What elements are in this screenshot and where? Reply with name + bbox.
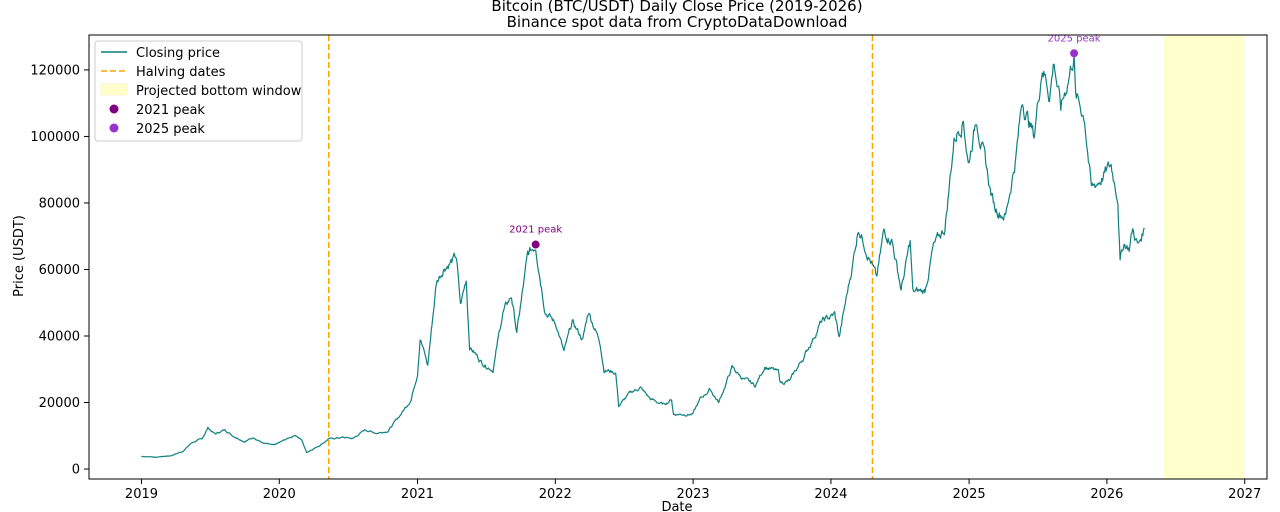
chart-title: Bitcoin (BTC/USDT) Daily Close Price (20… (491, 0, 862, 15)
legend-2021-peak-swatch (109, 104, 119, 114)
plot-area: 2021 peak 2025 peak 2019 2020 2021 2022 2023 20… (30, 33, 1268, 502)
x-tick-label-2019: 2019 (125, 487, 158, 502)
x-tick-label-2021: 2021 (401, 487, 434, 502)
legend-2025-peak-label: 2025 peak (136, 122, 205, 137)
x-tick-label-2027: 2027 (1228, 487, 1261, 502)
y-tick-label-40000: 40000 (39, 329, 80, 344)
x-tick-label-2025: 2025 (953, 487, 986, 502)
y-tick-label-80000: 80000 (39, 196, 80, 211)
x-tick-label-2023: 2023 (677, 487, 710, 502)
y-tick-label-120000: 120000 (30, 63, 80, 78)
peak-annotation-2: 2025 peak (1048, 33, 1101, 44)
x-tick-label-2020: 2020 (263, 487, 296, 502)
peak-marker-1 (531, 240, 540, 249)
legend-halving-label: Halving dates (136, 65, 226, 80)
y-tick-label-20000: 20000 (39, 396, 80, 411)
y-tick-label-100000: 100000 (30, 130, 80, 145)
y-tick-label-60000: 60000 (39, 263, 80, 278)
peak-marker-2 (1070, 49, 1079, 58)
legend-closing-price-label: Closing price (136, 46, 220, 61)
chart-subtitle: Binance spot data from CryptoDataDownloa… (507, 13, 848, 31)
projected-bottom-window-band (1163, 35, 1245, 479)
axes-frame (88, 34, 1268, 480)
x-tick-label-2024: 2024 (814, 487, 847, 502)
x-tick-label-2026: 2026 (1090, 487, 1123, 502)
x-tick-label-2022: 2022 (539, 487, 572, 502)
closing-price-line (141, 53, 1145, 458)
legend-2025-peak-swatch (109, 123, 119, 133)
legend: Closing price Halving dates Projected bo… (94, 40, 303, 142)
y-axis-label: Price (USDT) (12, 215, 27, 297)
legend-bottom-window-swatch (100, 83, 128, 96)
legend-frame (94, 40, 303, 142)
legend-2021-peak-label: 2021 peak (136, 103, 205, 118)
x-axis-label: Date (661, 500, 692, 512)
peak-annotation-1: 2021 peak (509, 225, 562, 236)
legend-bottom-window-label: Projected bottom window (136, 84, 302, 99)
y-tick-label-0: 0 (72, 463, 80, 478)
